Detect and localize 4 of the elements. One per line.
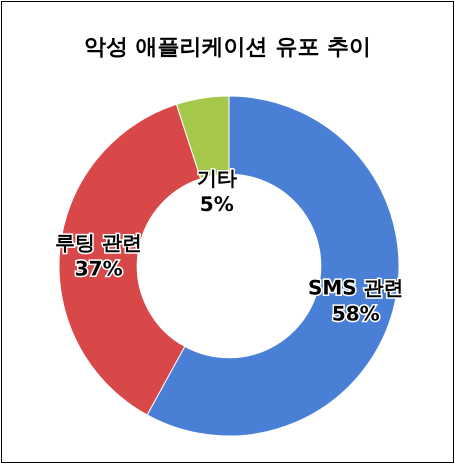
data-label: 58% <box>332 302 380 326</box>
data-label: 5% <box>200 192 234 216</box>
chart-title: 악성 애플리케이션 유포 추이 <box>84 35 371 60</box>
data-label: 37% <box>74 256 123 281</box>
